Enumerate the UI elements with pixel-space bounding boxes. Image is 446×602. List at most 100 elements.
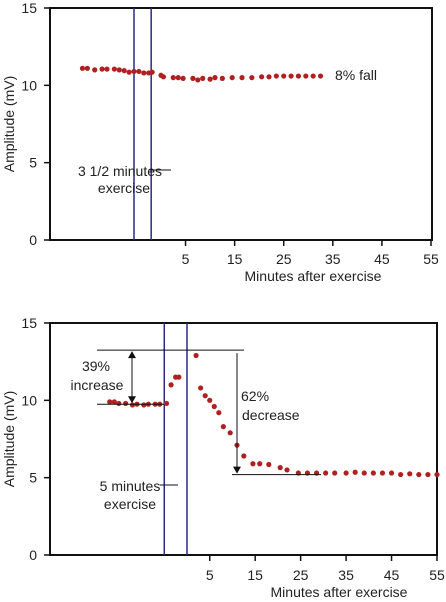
y-tick-label: 5 bbox=[29, 470, 37, 486]
data-point bbox=[266, 74, 272, 80]
data-point bbox=[149, 69, 155, 75]
decrease-label-line2: decrease bbox=[242, 407, 300, 423]
x-tick-label: 35 bbox=[338, 567, 354, 583]
data-point bbox=[141, 402, 147, 408]
data-point bbox=[170, 75, 176, 81]
data-point bbox=[229, 75, 235, 81]
y-tick-label: 0 bbox=[29, 232, 37, 248]
data-point bbox=[107, 399, 113, 405]
data-point bbox=[388, 470, 395, 476]
data-point bbox=[92, 67, 98, 73]
data-point bbox=[79, 65, 86, 71]
data-point bbox=[266, 461, 272, 468]
data-point bbox=[131, 68, 137, 75]
chart-panel-2: 0 5 10 15 5 15 25 35 45 55 Minutes after exercise A… bbox=[1, 315, 445, 600]
x-tick-label: 45 bbox=[384, 567, 400, 583]
exercise-label-line1: 5 minutes bbox=[100, 478, 161, 494]
data-point bbox=[295, 73, 302, 79]
x-tick-label: 55 bbox=[429, 567, 445, 583]
y-tick-label: 10 bbox=[21, 392, 37, 408]
data-point bbox=[211, 403, 217, 410]
data-point bbox=[379, 470, 386, 476]
data-point bbox=[239, 75, 245, 81]
data-point bbox=[207, 397, 213, 403]
y-tick-label: 15 bbox=[21, 315, 37, 331]
data-point bbox=[200, 75, 206, 81]
y-tick-label: 10 bbox=[21, 77, 37, 93]
data-point bbox=[116, 67, 122, 73]
y-axis-title: Amplitude (mV) bbox=[1, 76, 17, 172]
data-point bbox=[163, 400, 170, 407]
data-point bbox=[84, 65, 90, 71]
data-point bbox=[216, 410, 222, 416]
y-tick-label: 15 bbox=[21, 0, 37, 16]
plot-frame bbox=[49, 322, 438, 556]
data-point bbox=[212, 75, 218, 81]
decrease-label-line1: 62% bbox=[241, 388, 269, 404]
data-point bbox=[343, 470, 349, 476]
data-point bbox=[195, 77, 201, 83]
data-point bbox=[398, 471, 404, 478]
y-axis-title: Amplitude (mV) bbox=[1, 391, 17, 487]
data-point bbox=[323, 470, 329, 476]
y-tick-label: 0 bbox=[29, 547, 37, 563]
data-point bbox=[250, 461, 256, 467]
data-point bbox=[126, 69, 132, 75]
data-point bbox=[317, 73, 324, 79]
data-point bbox=[123, 400, 129, 407]
x-axis-title: Minutes after exercise bbox=[271, 584, 408, 600]
data-point bbox=[176, 374, 182, 380]
exercise-label-line2: exercise bbox=[104, 496, 156, 512]
increase-arrow-head-down bbox=[128, 396, 136, 404]
exercise-label-line2: exercise bbox=[98, 180, 150, 196]
data-point bbox=[241, 453, 247, 459]
data-point bbox=[249, 75, 255, 81]
fall-label: 8% fall bbox=[335, 67, 377, 83]
data-point bbox=[104, 66, 110, 72]
data-point bbox=[111, 66, 117, 72]
data-point bbox=[207, 76, 213, 82]
data-point bbox=[273, 73, 279, 79]
increase-label-line2: increase bbox=[71, 377, 124, 393]
data-point bbox=[160, 74, 167, 80]
data-point bbox=[361, 470, 367, 476]
data-point bbox=[116, 400, 122, 407]
data-point bbox=[310, 73, 316, 79]
data-point bbox=[168, 382, 174, 388]
x-tick-label: 25 bbox=[293, 567, 309, 583]
data-point bbox=[220, 424, 226, 430]
data-point bbox=[332, 470, 338, 476]
data-point bbox=[227, 430, 233, 436]
data-point bbox=[370, 470, 376, 476]
data-point bbox=[202, 393, 208, 399]
data-point bbox=[141, 70, 147, 76]
increase-label-line1: 39% bbox=[82, 358, 110, 374]
data-point bbox=[277, 465, 283, 471]
data-point bbox=[193, 352, 199, 359]
x-tick-label: 5 bbox=[206, 567, 214, 583]
data-point bbox=[434, 471, 440, 478]
data-point bbox=[288, 73, 294, 79]
data-point bbox=[284, 467, 290, 473]
data-point bbox=[219, 75, 225, 81]
data-point bbox=[175, 75, 181, 81]
x-tick-label: 25 bbox=[276, 251, 292, 267]
x-tick-label: 45 bbox=[374, 251, 390, 267]
data-point bbox=[425, 471, 431, 478]
x-axis-title: Minutes after exercise bbox=[245, 268, 382, 284]
data-point bbox=[129, 402, 136, 408]
increase-arrow-head-up bbox=[128, 351, 136, 359]
data-point bbox=[416, 471, 422, 478]
x-tick-label: 15 bbox=[247, 567, 263, 583]
data-point bbox=[257, 461, 263, 467]
data-point bbox=[303, 73, 309, 79]
data-point bbox=[190, 75, 196, 81]
exercise-label-line1: 3 1/2 minutes bbox=[78, 163, 162, 179]
data-point bbox=[259, 74, 265, 80]
data-point bbox=[180, 75, 186, 81]
data-point bbox=[136, 68, 142, 75]
y-tick-label: 5 bbox=[29, 155, 37, 171]
data-point bbox=[407, 471, 413, 477]
x-tick-label: 15 bbox=[227, 251, 243, 267]
